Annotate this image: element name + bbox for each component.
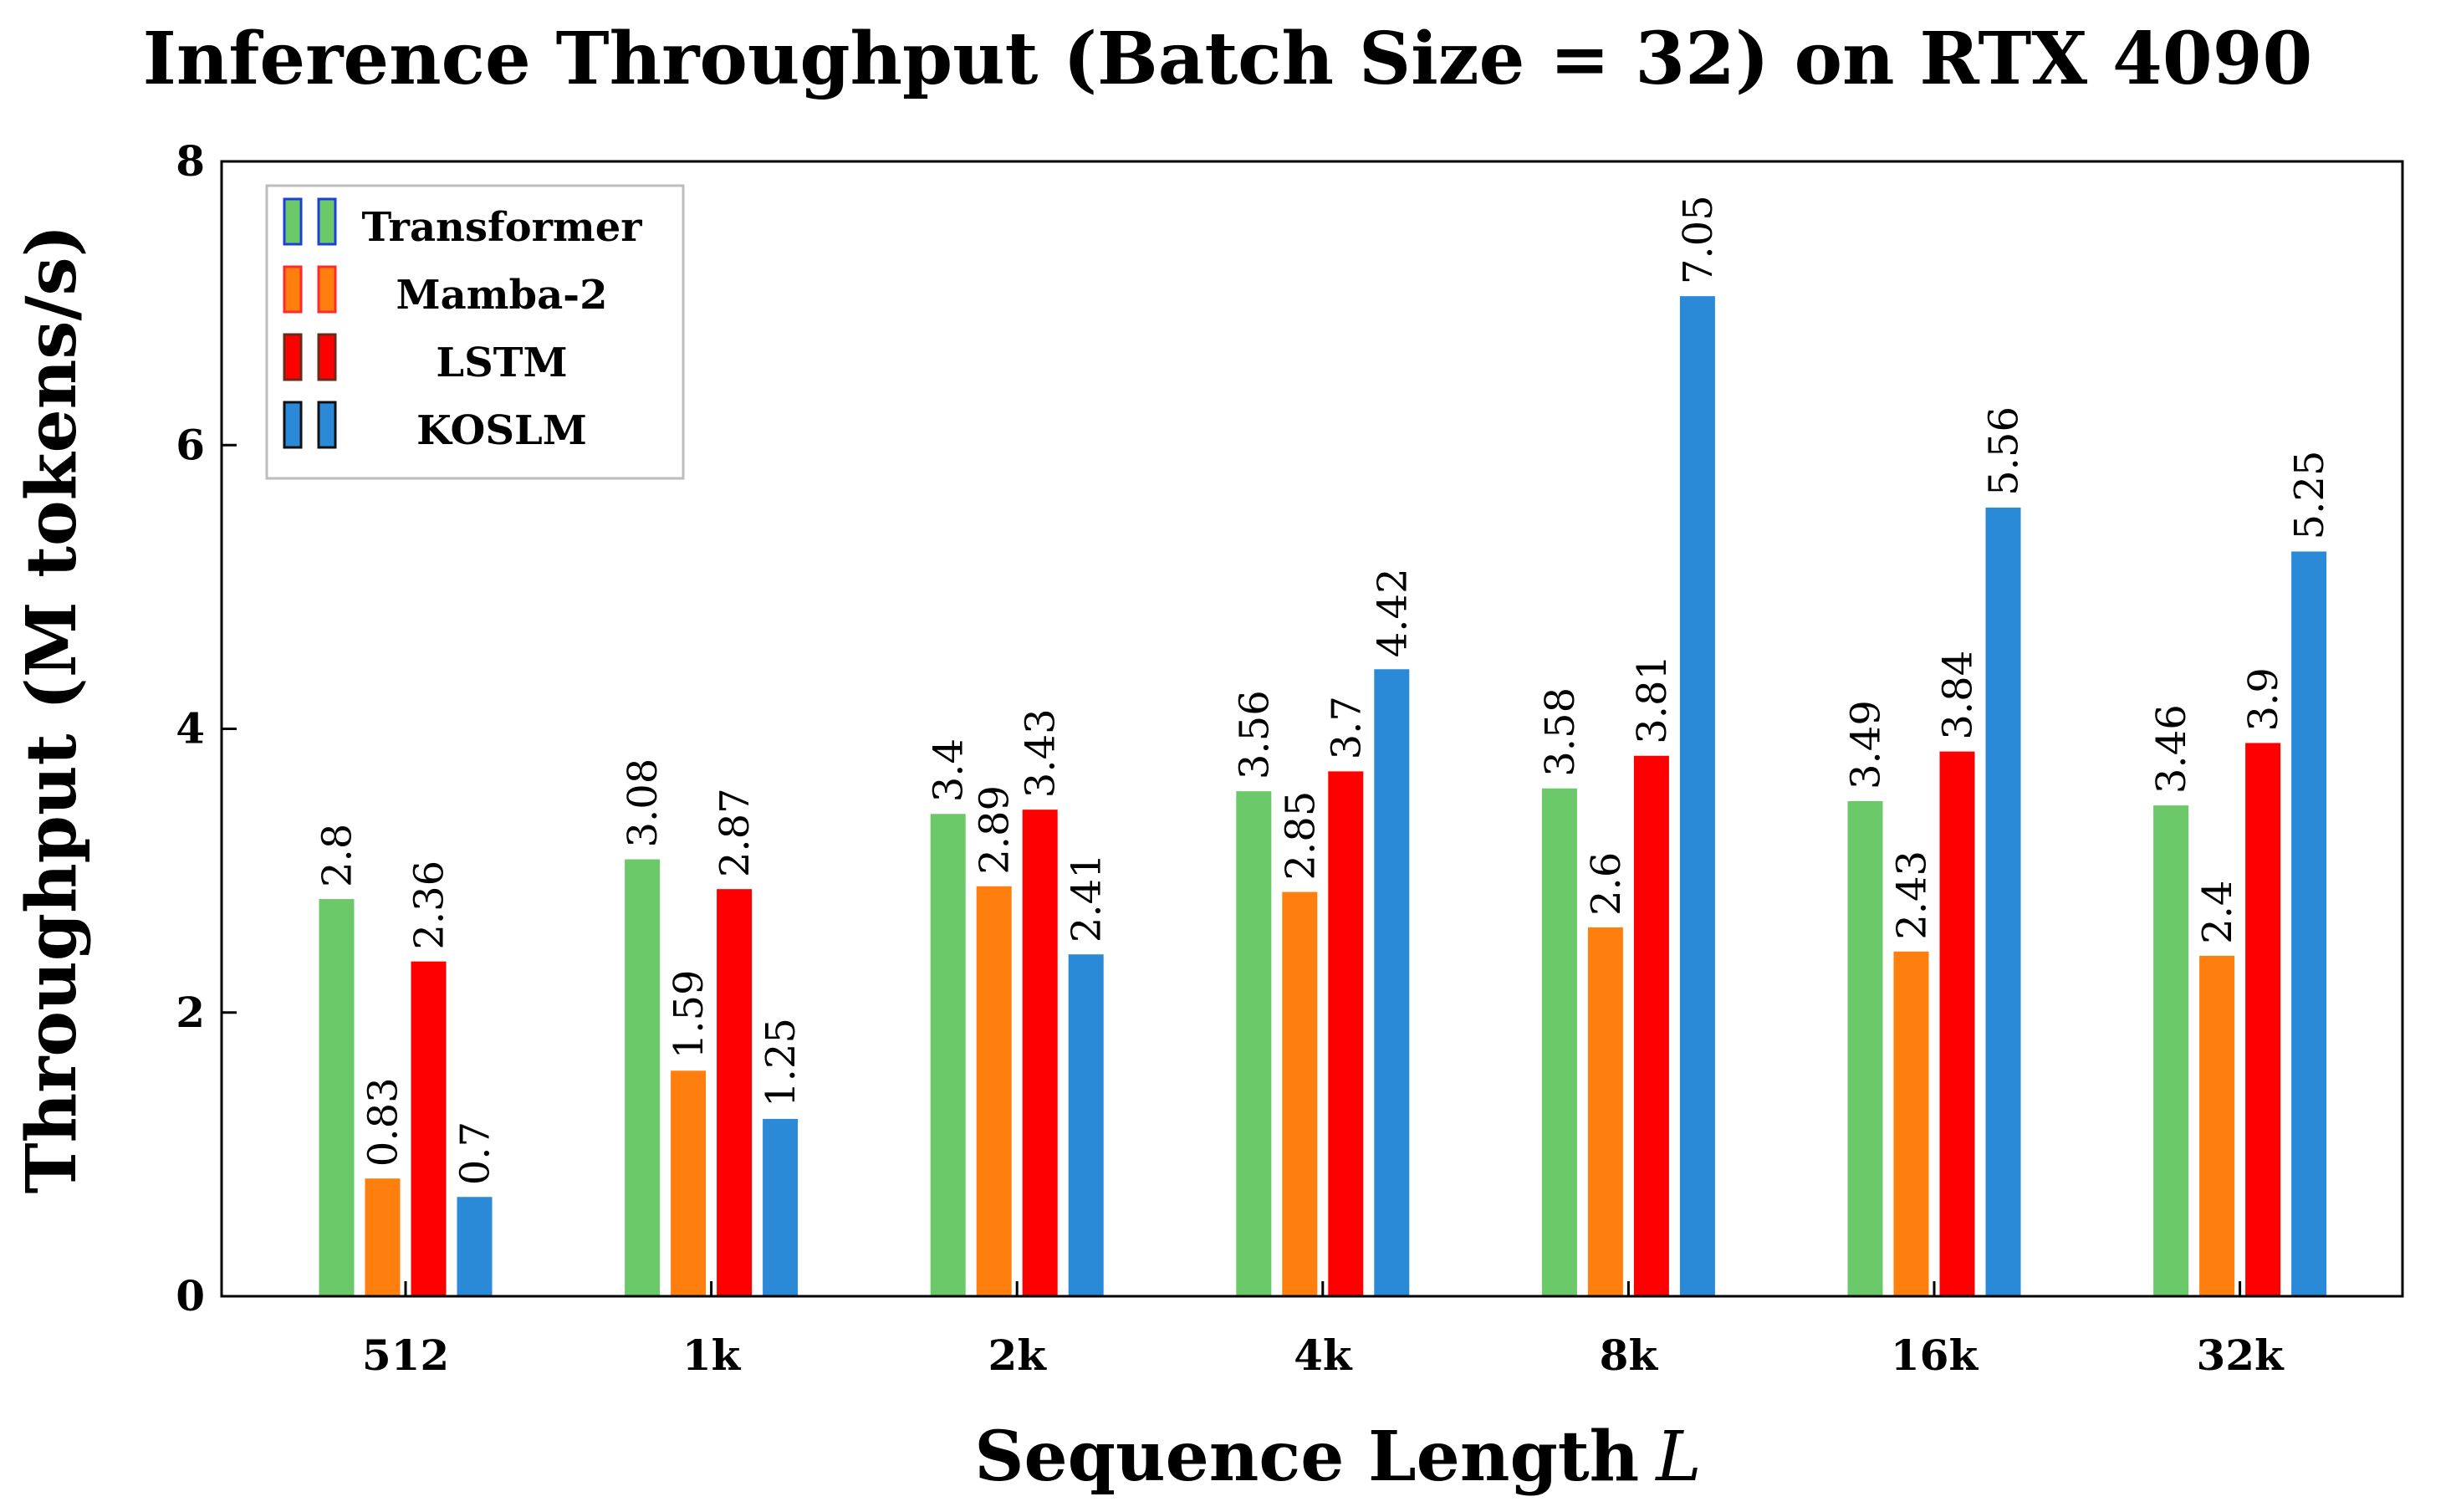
x-tick-label: 4k: [1294, 1331, 1353, 1380]
data-label: 1.59: [666, 969, 712, 1059]
y-tick-label: 2: [176, 988, 205, 1037]
legend-swatch: [317, 197, 337, 246]
chart-title: Inference Throughput (Batch Size = 32) o…: [143, 17, 2313, 101]
x-axis: 512 1k 2k 4k 8k 16k 32k: [362, 1281, 2285, 1380]
bar-mamba-2-8k: [1587, 927, 1623, 1296]
x-tick-label: 8k: [1600, 1331, 1659, 1380]
x-axis-label-text: Sequence Length: [974, 1417, 1639, 1497]
bar-lstm-1k: [717, 889, 753, 1296]
data-label: 3.84: [1935, 651, 1982, 740]
legend-swatch: [317, 265, 337, 314]
data-label: 2.8: [314, 824, 361, 887]
bar-mamba-2-32k: [2199, 955, 2235, 1296]
data-label: 1.25: [758, 1018, 804, 1107]
x-tick-label: 1k: [682, 1331, 742, 1380]
data-label: 2.4: [2194, 881, 2241, 944]
bar-koslm-32k: [2291, 551, 2327, 1296]
bar-koslm-4k: [1374, 669, 1410, 1296]
data-label: 2.6: [1583, 852, 1630, 916]
legend-swatch: [317, 401, 337, 449]
data-label: 5.56: [1981, 406, 2028, 496]
data-label: 7.05: [1675, 195, 1722, 284]
data-label: 2.89: [972, 785, 1019, 875]
bar-lstm-2k: [1022, 810, 1058, 1296]
y-tick-label: 8: [176, 136, 205, 186]
data-label: 3.46: [2148, 704, 2195, 794]
data-label: 3.56: [1231, 690, 1278, 779]
data-label: 3.58: [1537, 687, 1584, 777]
data-label: 3.08: [620, 759, 666, 848]
bar-koslm-8k: [1679, 296, 1715, 1296]
bar-transformer-1k: [625, 859, 661, 1296]
bar-koslm-512: [457, 1197, 493, 1296]
data-label: 3.43: [1018, 708, 1065, 798]
legend-swatch: [283, 333, 303, 381]
y-axis: 0 2 4 6 8: [176, 136, 237, 1320]
bar-transformer-512: [319, 899, 355, 1296]
x-tick-label: 16k: [1891, 1331, 1979, 1380]
y-axis-label: Throughput (M tokens/s): [12, 225, 92, 1194]
y-tick-label: 6: [176, 420, 205, 469]
bar-koslm-1k: [763, 1118, 799, 1296]
legend-item-koslm: KOSLM: [283, 401, 587, 454]
legend-swatch: [283, 401, 303, 449]
data-label: 3.4: [926, 738, 973, 802]
legend-label: Mamba-2: [396, 272, 607, 319]
bar-mamba-2-4k: [1282, 891, 1318, 1296]
legend: Transformer Mamba-2 LSTM KOSLM: [265, 184, 685, 480]
x-tick-label: 2k: [988, 1331, 1047, 1380]
data-label: 3.7: [1323, 696, 1370, 759]
data-label: 5.25: [2286, 451, 2333, 540]
legend-label: KOSLM: [416, 407, 587, 454]
x-axis-label: Sequence Length L: [974, 1417, 1702, 1497]
data-label: 3.9: [2240, 667, 2287, 731]
bar-koslm-2k: [1068, 954, 1104, 1296]
value-labels-layer: 2.80.832.360.73.081.592.871.253.42.893.4…: [314, 195, 2334, 1185]
bar-lstm-32k: [2245, 743, 2281, 1296]
data-label: 2.43: [1889, 850, 1936, 940]
legend-item-mamba-2: Mamba-2: [283, 265, 608, 319]
bar-lstm-8k: [1633, 755, 1669, 1296]
data-label: 4.42: [1369, 568, 1416, 657]
legend-label: Transformer: [361, 204, 642, 251]
legend-swatch: [283, 197, 303, 246]
bar-transformer-32k: [2153, 805, 2189, 1296]
data-label: 2.87: [712, 788, 758, 877]
plot-frame: [220, 160, 2404, 1298]
x-tick-label: 32k: [2196, 1331, 2285, 1380]
legend-swatch: [283, 265, 303, 314]
bar-lstm-512: [411, 961, 447, 1296]
data-label: 3.81: [1629, 655, 1676, 744]
bar-lstm-4k: [1328, 771, 1364, 1296]
data-label: 0.7: [452, 1121, 499, 1185]
bar-mamba-2-2k: [976, 886, 1012, 1296]
legend-swatch: [317, 333, 337, 381]
data-label: 0.83: [360, 1077, 407, 1167]
y-tick-label: 4: [176, 704, 205, 753]
bar-mamba-2-1k: [671, 1070, 707, 1296]
data-label: 3.49: [1843, 700, 1890, 789]
data-label: 2.41: [1064, 853, 1111, 942]
x-tick-label: 512: [362, 1331, 449, 1380]
bar-lstm-16k: [1939, 751, 1975, 1296]
legend-item-lstm: LSTM: [283, 333, 568, 386]
bars-layer: [319, 296, 2327, 1296]
bar-transformer-2k: [930, 814, 966, 1296]
bar-transformer-4k: [1236, 791, 1272, 1296]
legend-item-transformer: Transformer: [283, 197, 642, 251]
bar-transformer-16k: [1847, 801, 1883, 1296]
legend-label: LSTM: [436, 340, 567, 386]
bar-koslm-16k: [1985, 507, 2021, 1296]
x-axis-label-variable: L: [1654, 1418, 1701, 1497]
bar-transformer-8k: [1541, 788, 1577, 1296]
y-tick-label: 0: [176, 1271, 205, 1320]
bar-mamba-2-512: [365, 1178, 401, 1296]
data-label: 2.85: [1277, 791, 1324, 881]
bar-mamba-2-16k: [1893, 951, 1929, 1296]
data-label: 2.36: [406, 861, 453, 950]
